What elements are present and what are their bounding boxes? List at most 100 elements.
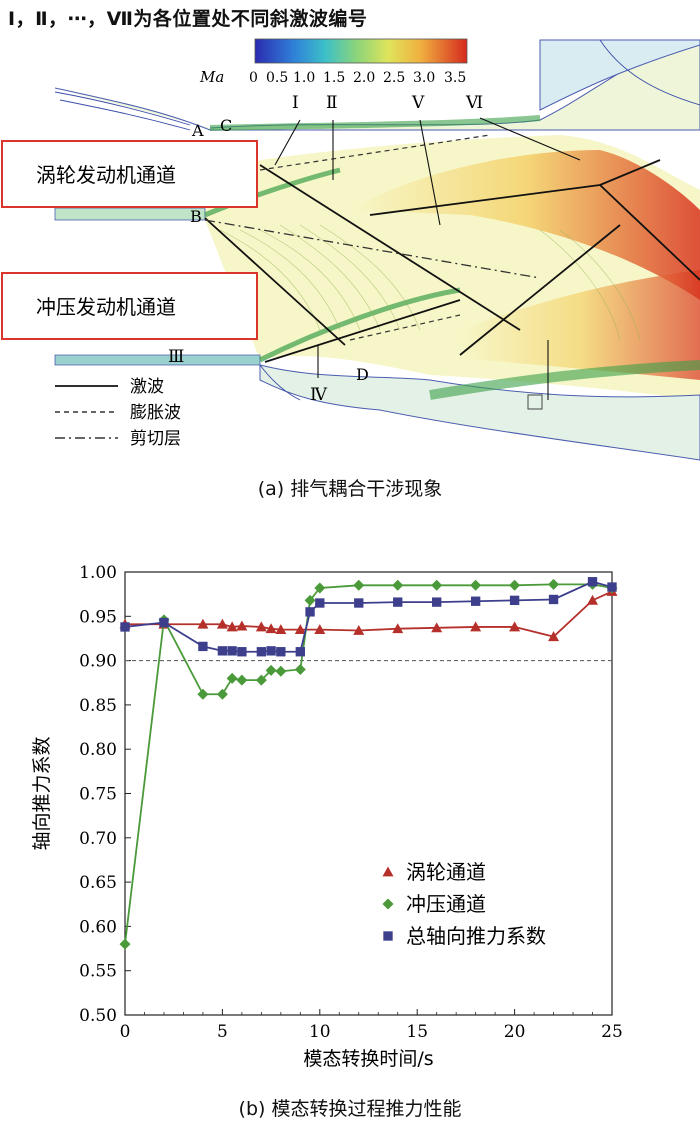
colorbar-tick: 1.0	[293, 70, 315, 86]
series-0-point	[294, 624, 306, 634]
legend-label: 冲压通道	[406, 892, 486, 916]
series-2-point	[237, 647, 247, 657]
point-label-a: A	[191, 121, 204, 140]
flow-field-panel: Ma 0 0.5 1.0 1.5 2.0 2.5 3.0 3.5	[1, 38, 700, 461]
point-label-d: D	[356, 365, 369, 384]
x-tick-label: 25	[601, 1022, 623, 1042]
legend-marker	[382, 866, 394, 877]
series-0-point	[216, 618, 228, 629]
series-0-point	[236, 620, 248, 631]
x-tick-label: 15	[406, 1022, 428, 1042]
series-line-2	[124, 580, 613, 653]
series-2-point	[120, 622, 130, 632]
colorbar-tick: 0	[249, 70, 258, 86]
legend-shear-label: 剪切层	[130, 429, 181, 449]
series-1-point	[548, 578, 560, 590]
series-1-point	[119, 938, 131, 950]
legend-marker	[383, 931, 393, 941]
shock-label-6: Ⅵ	[465, 93, 483, 113]
flow-legend: 激波 膨胀波 剪切层	[55, 377, 181, 449]
thrust-chart: 0.50 0.55 0.60 0.65 0.70 0.75 0.80 0.85 0.90 0.95…	[31, 563, 623, 1070]
series-2-point	[198, 641, 208, 652]
y-tick-label: 0.90	[79, 652, 117, 672]
y-tick-label: 0.95	[79, 607, 117, 627]
series-2-point	[159, 617, 169, 628]
series-2-point	[509, 595, 520, 606]
x-tick-label: 10	[309, 1022, 331, 1042]
plot-frame	[124, 571, 613, 1016]
point-label-b: B	[190, 207, 202, 226]
colorbar-tick: 1.5	[323, 70, 345, 86]
ram-channel-box	[1, 272, 258, 340]
leader-lines	[274, 117, 581, 400]
series-1-point	[314, 582, 326, 594]
shock-label-3: Ⅲ	[168, 347, 184, 367]
series-0-point	[470, 621, 482, 632]
series-2-point	[354, 598, 364, 608]
y-tick-label: 0.55	[79, 962, 117, 982]
legend-marker	[382, 898, 394, 910]
colorbar-tick: 2.0	[353, 70, 375, 86]
y-tick-label: 0.65	[79, 873, 117, 893]
colorbar-tick: 0.5	[266, 70, 288, 86]
x-tick-label: 20	[504, 1022, 526, 1042]
series-1-point	[294, 663, 306, 675]
turbine-channel-box	[1, 140, 258, 208]
series-2-point	[217, 646, 228, 656]
expansion-waves	[259, 134, 491, 341]
series-1-point	[255, 674, 267, 686]
series-1-point	[470, 579, 482, 591]
y-tick-label: 0.85	[79, 696, 117, 716]
series-1-point	[265, 664, 277, 676]
series-0-point	[197, 618, 209, 629]
series-0-point	[392, 623, 404, 634]
series-1-point	[236, 674, 248, 686]
series-line-1	[124, 583, 613, 945]
x-axis-title: 模态转换时间/s	[303, 1048, 433, 1070]
series-2-point	[276, 647, 286, 657]
shock-label-1: Ⅰ	[292, 93, 299, 113]
series-1-point	[353, 579, 365, 591]
y-axis-title: 轴向推力系数	[31, 736, 53, 850]
colorbar-tick: 3.5	[444, 70, 466, 86]
series-2-point	[315, 598, 325, 608]
panel-b-caption: (b) 模态转换过程推力性能	[238, 1098, 462, 1120]
series-1-point	[392, 579, 404, 591]
shear-layer	[204, 219, 541, 279]
series-2-point	[587, 577, 598, 587]
y-tick-label: 0.80	[79, 740, 117, 760]
point-label-c: C	[220, 116, 232, 135]
ram-channel-label: 冲压发动机通道	[36, 295, 176, 319]
series-1-point	[275, 665, 287, 677]
colorbar-label: Ma	[199, 68, 224, 86]
colorbar	[254, 38, 468, 64]
series-1-point	[216, 688, 228, 700]
series-0-point	[353, 624, 365, 635]
series-1-point	[431, 579, 443, 591]
shock-label-2: Ⅱ	[326, 93, 338, 113]
series-2-point	[295, 647, 305, 657]
series-1-point	[304, 594, 316, 606]
series-line-0	[125, 590, 613, 638]
turbine-channel-label: 涡轮发动机通道	[36, 163, 176, 187]
colorbar-ticks: 0 0.5 1.0 1.5 2.0 2.5 3.0 3.5	[249, 70, 466, 86]
series-1-point	[226, 672, 238, 684]
series-2-point	[227, 646, 237, 656]
series-2-point	[305, 607, 315, 617]
flow-field	[54, 39, 700, 461]
legend-label: 涡轮通道	[406, 860, 486, 884]
top-note: Ⅰ，Ⅱ，⋯，Ⅶ为各位置处不同斜激波编号	[8, 8, 368, 30]
series-0-point	[226, 621, 238, 632]
y-tick-label: 0.70	[79, 829, 117, 849]
legend-shock-label: 激波	[130, 377, 164, 397]
legend-label: 总轴向推力系数	[406, 924, 546, 948]
series-0-point	[509, 621, 521, 632]
series-0-point	[275, 624, 287, 634]
series-2-point	[266, 646, 276, 656]
series-0-point	[265, 623, 277, 634]
y-tick-label: 1.00	[79, 563, 117, 583]
shock-label-4: Ⅳ	[310, 385, 328, 405]
series-1-point	[509, 579, 521, 591]
series-0-point	[314, 624, 326, 634]
